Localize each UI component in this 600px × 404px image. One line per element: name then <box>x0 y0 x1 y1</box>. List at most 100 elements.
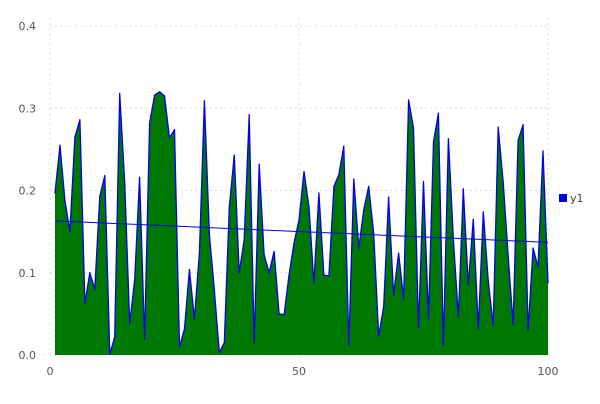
legend-swatch-y1 <box>559 194 567 202</box>
data-point <box>223 342 225 344</box>
data-point <box>417 327 420 329</box>
data-point <box>278 313 280 315</box>
data-point <box>283 314 285 316</box>
data-point <box>343 145 345 147</box>
data-point <box>89 272 91 274</box>
data-point <box>348 344 350 346</box>
data-point <box>318 192 320 194</box>
data-point <box>258 163 260 165</box>
data-point <box>183 328 186 330</box>
data-point <box>338 174 340 176</box>
data-point <box>149 122 151 124</box>
data-point <box>427 318 430 320</box>
data-point <box>273 250 275 252</box>
data-point <box>407 99 410 101</box>
data-point <box>263 254 265 256</box>
data-point <box>527 329 529 331</box>
data-point <box>203 100 205 102</box>
data-point <box>477 328 479 330</box>
data-point <box>268 272 270 274</box>
data-point <box>79 119 81 121</box>
data-point <box>388 196 390 198</box>
data-point <box>333 185 335 187</box>
data-point <box>512 323 514 326</box>
data-point <box>124 181 126 183</box>
data-point <box>114 336 116 338</box>
data-point <box>542 150 544 152</box>
data-point <box>467 284 469 286</box>
data-point <box>144 338 146 340</box>
series-line-y1 <box>54 91 549 355</box>
data-point <box>383 305 385 308</box>
data-point <box>213 288 215 290</box>
data-point <box>119 92 121 95</box>
data-point <box>402 298 405 300</box>
data-point <box>452 239 454 241</box>
data-point <box>84 302 86 304</box>
area-fill-y1 <box>54 91 548 356</box>
y-tick-label: 0.4 <box>19 20 37 33</box>
data-point <box>153 94 156 96</box>
data-point <box>398 252 400 254</box>
data-point <box>517 139 519 141</box>
data-point <box>328 275 330 277</box>
data-point <box>507 255 509 257</box>
data-point <box>99 195 101 197</box>
data-point <box>54 192 56 194</box>
data-point <box>437 112 440 114</box>
y-tick-label: 0.1 <box>19 267 37 280</box>
data-point <box>412 127 415 129</box>
data-point <box>422 180 425 183</box>
data-point <box>253 342 255 344</box>
data-point <box>173 129 176 131</box>
data-point <box>104 175 106 177</box>
data-point <box>139 176 141 178</box>
data-point <box>129 323 131 325</box>
data-point <box>532 247 534 249</box>
plot-area <box>54 91 549 356</box>
data-point <box>353 178 355 180</box>
trend-line <box>54 220 549 243</box>
data-point <box>482 211 484 213</box>
y-tick-label: 0.2 <box>19 185 37 198</box>
data-point <box>497 126 499 128</box>
data-point <box>472 218 474 220</box>
data-point <box>208 234 210 236</box>
x-tick-label: 0 <box>47 365 54 378</box>
data-point <box>134 278 136 280</box>
x-tick-label: 100 <box>538 365 559 378</box>
legend-label-y1: y1 <box>570 192 584 205</box>
data-point <box>69 231 71 233</box>
data-point <box>537 266 539 268</box>
data-point <box>393 294 395 296</box>
data-point <box>293 242 295 244</box>
data-point <box>243 239 245 241</box>
data-point <box>218 351 220 354</box>
data-point <box>442 344 445 346</box>
data-point <box>248 114 250 116</box>
data-point <box>188 268 191 271</box>
data-point <box>163 95 166 97</box>
data-point <box>178 346 181 348</box>
data-point <box>298 219 300 221</box>
data-point <box>308 206 310 208</box>
y-axis: 0.0 0.1 0.2 0.3 0.4 <box>19 20 37 362</box>
data-point <box>462 188 464 190</box>
data-point <box>368 185 370 187</box>
x-tick-label: 50 <box>292 365 306 378</box>
data-point <box>233 154 235 156</box>
data-point <box>303 170 305 173</box>
legend[interactable]: y1 <box>559 192 584 205</box>
data-point <box>59 144 61 146</box>
data-point <box>457 316 459 318</box>
data-point <box>193 318 196 320</box>
data-point <box>64 199 66 201</box>
y-tick-label: 0.0 <box>19 349 37 362</box>
data-point <box>373 232 375 234</box>
data-point <box>487 279 489 281</box>
data-point <box>378 335 380 337</box>
data-point <box>522 124 524 126</box>
data-point <box>547 282 549 284</box>
data-point <box>358 247 360 249</box>
